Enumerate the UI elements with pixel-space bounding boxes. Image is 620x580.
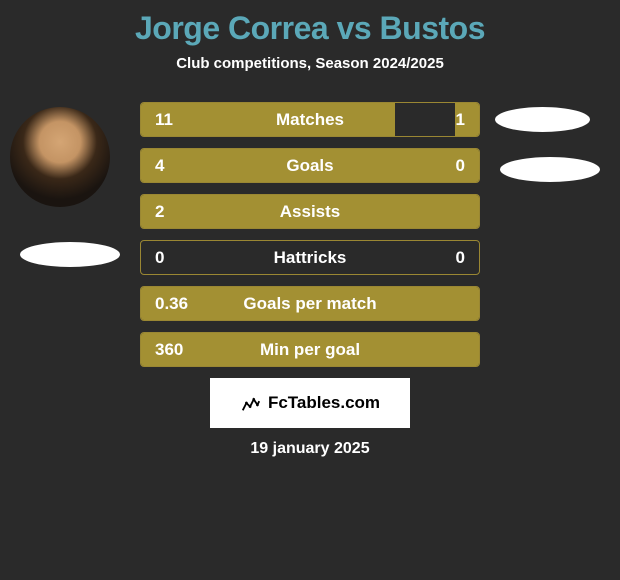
stat-row-goals: 4 Goals 0: [140, 148, 480, 183]
stat-left-value: 4: [155, 156, 164, 176]
stats-area: 11 Matches 1 4 Goals 0 2 Assists: [140, 102, 480, 367]
stat-row-min-per-goal: 360 Min per goal: [140, 332, 480, 367]
stat-label: Goals: [286, 156, 333, 176]
stat-row-hattricks: 0 Hattricks 0: [140, 240, 480, 275]
content-area: 11 Matches 1 4 Goals 0 2 Assists: [0, 102, 620, 458]
stat-left-value: 0.36: [155, 294, 188, 314]
stat-row-assists: 2 Assists: [140, 194, 480, 229]
fctables-icon: [240, 392, 262, 414]
stat-left-value: 0: [155, 248, 164, 268]
stat-label: Matches: [276, 110, 344, 130]
player-left-avatar: [10, 107, 110, 207]
stat-left-value: 11: [155, 110, 173, 130]
stat-row-matches: 11 Matches 1: [140, 102, 480, 137]
stat-row-goals-per-match: 0.36 Goals per match: [140, 286, 480, 321]
stat-right-value: 0: [456, 248, 465, 268]
player-right-ellipse-1: [495, 107, 590, 132]
fctables-label: FcTables.com: [268, 393, 380, 413]
stat-label: Goals per match: [243, 294, 376, 314]
main-container: Jorge Correa vs Bustos Club competitions…: [0, 0, 620, 468]
player-right-ellipse-2: [500, 157, 600, 182]
stat-label: Assists: [280, 202, 340, 222]
stat-left-value: 360: [155, 340, 183, 360]
stat-right-value: 1: [456, 110, 465, 130]
fctables-link[interactable]: FcTables.com: [210, 378, 410, 428]
stat-label: Hattricks: [274, 248, 347, 268]
subtitle: Club competitions, Season 2024/2025: [176, 55, 444, 72]
bar-left: [141, 103, 395, 136]
stat-label: Min per goal: [260, 340, 360, 360]
stat-right-value: 0: [456, 156, 465, 176]
player-left-name-ellipse: [20, 242, 120, 267]
stat-left-value: 2: [155, 202, 164, 222]
date-text: 19 january 2025: [10, 440, 610, 458]
page-title: Jorge Correa vs Bustos: [135, 10, 485, 47]
